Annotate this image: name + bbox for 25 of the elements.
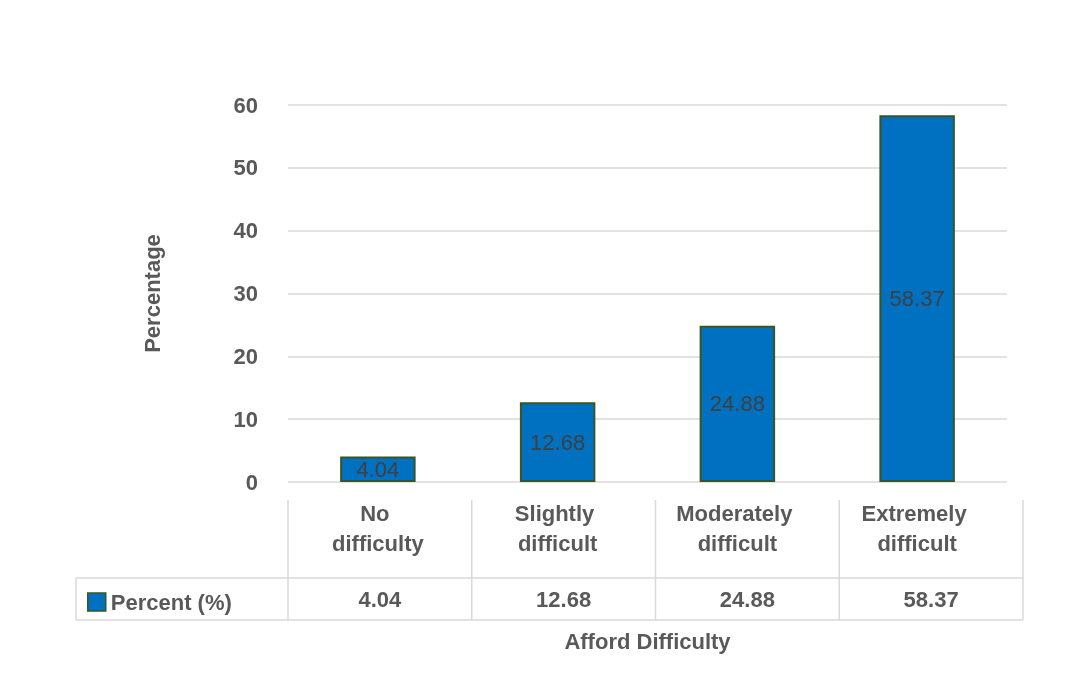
x-tick-label: Extremely difficult [861,500,973,556]
y-tick-label: 20 [233,343,258,369]
data-label: 12.68 [536,586,592,612]
y-tick-label: 60 [233,92,258,118]
x-axis-title: Afford Difficulty [564,628,732,654]
bar [519,402,596,482]
text: 58.37 [889,286,945,312]
x-tick-label: Slightly difficult [514,500,601,556]
legend-label: Percent (%) [110,589,232,615]
bar [879,115,955,482]
y-tick-label: 40 [233,218,258,244]
y-tick-label: 50 [233,155,258,181]
y-tick-label: 0 [245,469,258,495]
data-label: 4.04 [358,586,403,612]
bar [699,325,776,482]
x-tick-label: No difficulty [332,500,425,556]
data-label: 58.37 [903,586,959,612]
text: 24.88 [709,391,765,417]
x-tick-label: Moderately difficult [676,500,799,556]
y-tick-label: 10 [233,406,258,432]
y-axis-title: Percentage [139,234,165,353]
text: 4.04 [356,456,400,482]
text: 12.68 [530,429,586,455]
data-label: 24.88 [719,586,775,612]
y-tick-label: 30 [233,281,258,306]
